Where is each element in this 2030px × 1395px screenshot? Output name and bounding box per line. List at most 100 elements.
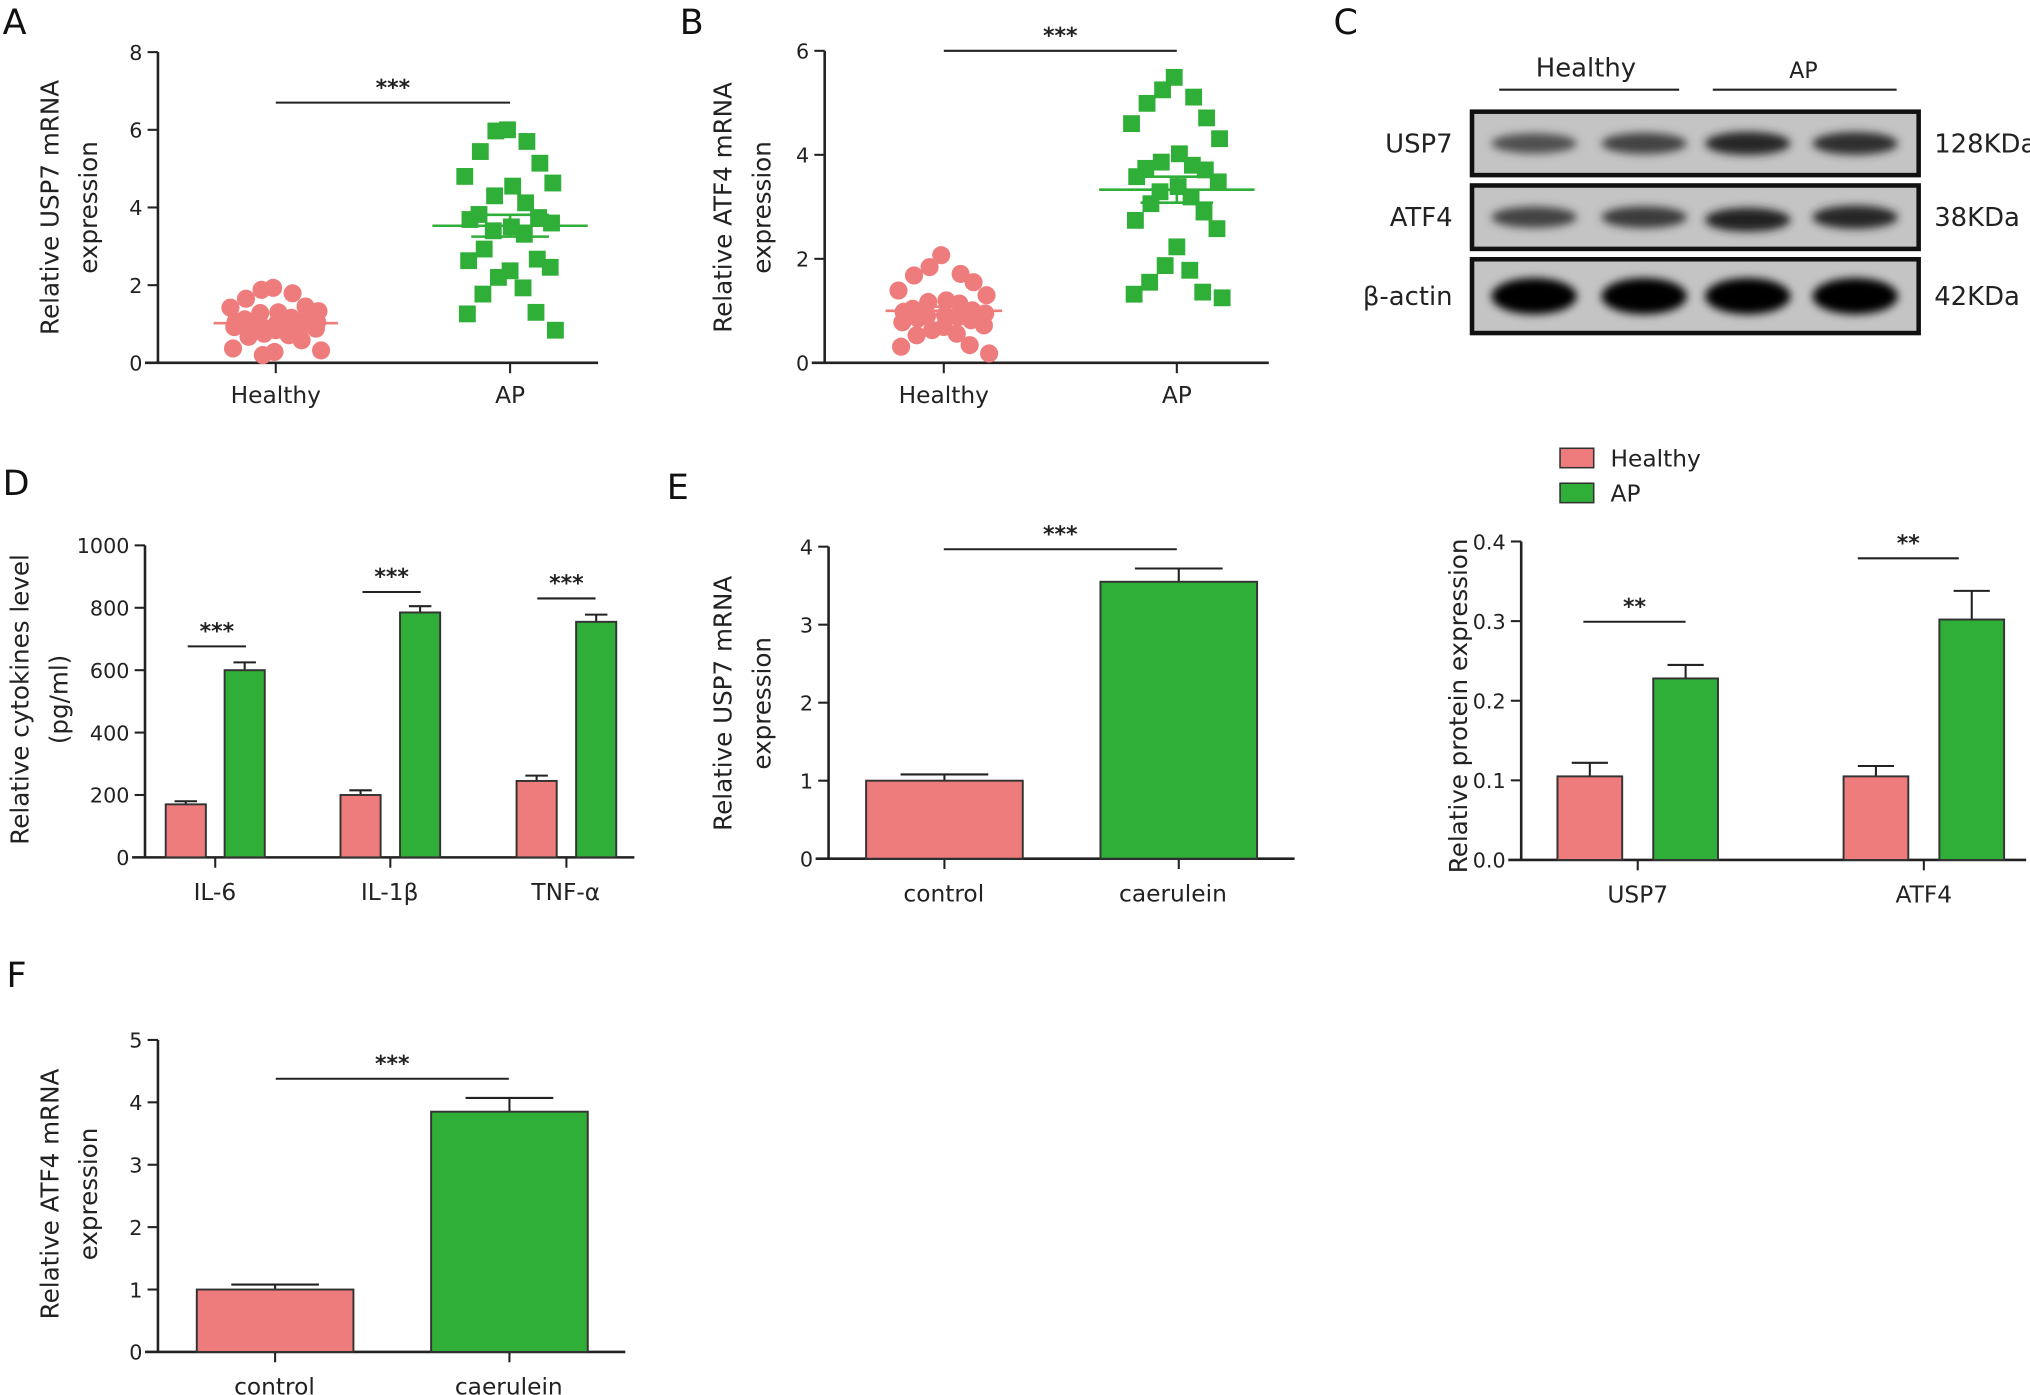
bar — [399, 611, 442, 859]
significance-label: ** — [1897, 532, 1921, 557]
data-point — [920, 258, 939, 277]
blot-band — [1812, 278, 1898, 315]
y-tick-label: 800 — [90, 597, 130, 621]
chart-a-0: 0 2 4 6 8 Relative USP7 mRNA expression Healthy… — [35, 41, 599, 409]
significance-label: *** — [1043, 522, 1078, 547]
bar — [1938, 618, 2006, 861]
significance-label: *** — [375, 1052, 410, 1077]
data-point — [960, 336, 979, 355]
data-point — [531, 154, 549, 172]
data-point — [223, 339, 243, 358]
chart-f-6: 0 1 2 3 4 5 Relative ATF4 mRNA expression contro… — [35, 1029, 626, 1395]
data-point — [980, 344, 999, 363]
y-tick-label: 3 — [129, 1154, 142, 1178]
data-point — [1183, 156, 1201, 174]
data-point — [292, 331, 311, 350]
chart-e-5: 0 1 2 3 4 Relative USP7 mRNA expression control… — [708, 522, 1295, 907]
x-tick-label: IL-6 — [194, 879, 237, 906]
data-point — [546, 321, 564, 339]
y-tick-label: 0.0 — [1473, 849, 1506, 873]
y-tick-label: 1 — [129, 1278, 142, 1302]
x-tick-label: AP — [495, 382, 525, 409]
data-point — [1208, 220, 1226, 238]
blot-band — [1491, 133, 1577, 154]
data-point — [283, 284, 302, 303]
data-point — [907, 326, 926, 345]
y-axis-label: expression — [74, 141, 103, 274]
data-point — [504, 177, 522, 195]
data-point — [947, 324, 966, 343]
bar — [1842, 775, 1910, 861]
y-tick-label: 0.4 — [1473, 530, 1506, 554]
legend-swatch-ap — [1559, 482, 1595, 504]
legend-label-healthy: Healthy — [1611, 445, 1701, 472]
y-tick-label: 2 — [796, 248, 809, 272]
data-point — [253, 346, 272, 365]
blot-protein-label: β-actin — [1363, 282, 1453, 312]
data-point — [541, 258, 559, 276]
data-point — [1198, 109, 1216, 127]
y-tick-label: 4 — [800, 535, 813, 559]
charts: 0 2 4 6 8 Relative USP7 mRNA expression Healthy… — [5, 24, 2030, 1395]
data-point — [236, 289, 256, 308]
y-tick-label: 600 — [90, 659, 130, 683]
data-point — [514, 279, 532, 297]
data-point — [544, 174, 562, 192]
data-point — [1126, 211, 1144, 229]
panel-label-b: B — [680, 3, 704, 43]
bar — [1556, 775, 1624, 861]
y-tick-label: 2 — [800, 691, 813, 715]
y-tick-label: 0 — [796, 352, 809, 376]
data-point — [1181, 261, 1199, 279]
chart-b-1: 0 2 4 6 Relative ATF4 mRNA expression Healthy A… — [708, 24, 1269, 409]
blot-group-label: AP — [1789, 59, 1817, 84]
bar — [339, 794, 382, 859]
y-axis-label: Relative ATF4 mRNA — [708, 82, 737, 333]
y-tick-label: 1 — [800, 769, 813, 793]
y-tick-label: 0 — [800, 847, 813, 871]
y-tick-label: 4 — [129, 1091, 142, 1115]
data-point — [1156, 257, 1174, 275]
data-point — [312, 341, 331, 360]
legend-swatch-healthy — [1559, 447, 1595, 469]
data-point — [889, 281, 908, 300]
blot-protein-label: USP7 — [1385, 129, 1452, 159]
data-point — [1185, 88, 1203, 106]
x-tick-label: caerulein — [1119, 880, 1227, 907]
data-point — [518, 133, 536, 150]
data-point — [458, 305, 476, 323]
chart-d-4: 0 200 400 600 800 1000 Relative cytokines leve… — [5, 534, 635, 906]
panel-label-c: C — [1333, 3, 1357, 43]
panel-label-d: D — [3, 464, 30, 504]
blot-band — [1705, 131, 1791, 156]
legend: Healthy AP — [1559, 445, 1701, 507]
data-point — [904, 266, 924, 285]
bar — [865, 779, 1024, 860]
x-tick-label: IL-1β — [361, 879, 419, 906]
bar — [223, 669, 266, 859]
y-tick-label: 0 — [116, 846, 129, 870]
significance-label: *** — [376, 76, 411, 101]
blot-band — [1491, 206, 1577, 228]
y-axis-label: Relative ATF4 mRNA — [35, 1068, 64, 1319]
blot-group-label: Healthy — [1536, 54, 1636, 84]
data-point — [475, 240, 493, 258]
blot-band — [1812, 205, 1898, 229]
data-point — [471, 143, 489, 160]
y-tick-label: 3 — [800, 613, 813, 637]
data-point — [530, 209, 547, 226]
y-axis-label: Relative USP7 mRNA — [708, 576, 737, 831]
data-point — [1125, 285, 1143, 303]
data-point — [893, 313, 912, 332]
data-point — [908, 309, 927, 328]
blot-size-label: 42KDa — [1934, 282, 2020, 312]
x-tick-label: Healthy — [231, 382, 321, 409]
data-point — [515, 225, 533, 243]
x-tick-label: AP — [1162, 382, 1192, 409]
data-point — [1128, 168, 1146, 186]
panel-label-a: A — [3, 3, 27, 43]
data-point — [977, 286, 996, 305]
data-point — [543, 214, 560, 232]
data-point — [1195, 203, 1213, 221]
